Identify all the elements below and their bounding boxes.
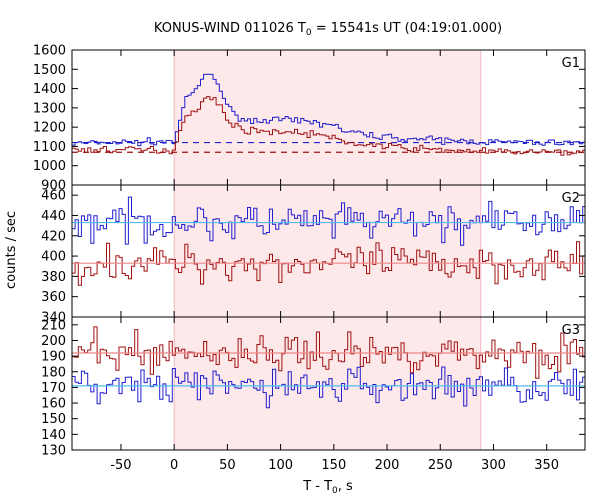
y-tick-label: 150 xyxy=(41,412,66,427)
x-tick-label: 0 xyxy=(170,458,178,473)
panel-frame xyxy=(71,316,586,451)
panel-label: G1 xyxy=(562,56,580,71)
x-tick-label: 150 xyxy=(321,458,346,473)
y-tick-label: 1100 xyxy=(33,140,66,155)
y-tick-label: 140 xyxy=(41,428,66,443)
y-tick-label: 200 xyxy=(41,334,66,349)
y-tick-label: 360 xyxy=(41,290,66,305)
x-axis-label: T - T0, s xyxy=(302,479,353,496)
y-tick-label: 380 xyxy=(41,270,66,285)
x-tick-label: -50 xyxy=(110,458,131,473)
series-blue-curve xyxy=(72,366,585,409)
y-tick-label: 1600 xyxy=(33,44,66,59)
y-tick-label: 1000 xyxy=(33,159,66,174)
shaded-interval xyxy=(174,50,481,185)
y-tick-label: 190 xyxy=(41,350,66,365)
panels-layer: 9001000110012001300140015001600G13403603… xyxy=(33,44,586,473)
x-tick-label: 350 xyxy=(534,458,559,473)
panel-label: G3 xyxy=(562,323,580,338)
y-tick-label: 340 xyxy=(41,311,66,326)
y-tick-label: 1300 xyxy=(33,101,66,116)
x-tick-label: 200 xyxy=(375,458,400,473)
x-tick-label: 100 xyxy=(268,458,293,473)
x-tick-label: 250 xyxy=(428,458,453,473)
y-tick-label: 900 xyxy=(41,179,66,194)
shaded-interval xyxy=(174,317,481,450)
y-tick-label: 420 xyxy=(41,229,66,244)
x-tick-label: 300 xyxy=(481,458,506,473)
y-tick-label: 170 xyxy=(41,381,66,396)
y-tick-label: 1500 xyxy=(33,63,66,78)
x-tick-label: 50 xyxy=(219,458,236,473)
panel-g2: 340 360 380 400 420 440 460 G2 xyxy=(41,184,586,326)
y-tick-label: 460 xyxy=(41,189,66,204)
series-blue-curve xyxy=(72,196,585,246)
y-tick-label: 1200 xyxy=(33,121,66,136)
y-tick-label: 180 xyxy=(41,365,66,380)
y-tick-label: 400 xyxy=(41,250,66,265)
series-red-curve xyxy=(72,96,585,156)
series-red-curve xyxy=(72,241,585,286)
y-tick-label: 130 xyxy=(41,444,66,459)
y-tick-label: 160 xyxy=(41,397,66,412)
y-tick-label: 210 xyxy=(41,318,66,333)
shaded-interval xyxy=(174,185,481,317)
panel-g1: 900 1000 1100 1200 1300 1400 1500 1600 G1 xyxy=(33,44,586,194)
chart-title: KONUS-WIND 011026 T0 = 15541s UT (04:19:… xyxy=(154,21,502,38)
series-red-curve xyxy=(72,326,585,379)
y-tick-label: 1400 xyxy=(33,82,66,97)
y-axis-label: counts / sec xyxy=(4,211,19,289)
y-tick-label: 440 xyxy=(41,209,66,224)
series-blue-curve xyxy=(72,73,585,147)
panel-label: G2 xyxy=(562,191,580,206)
